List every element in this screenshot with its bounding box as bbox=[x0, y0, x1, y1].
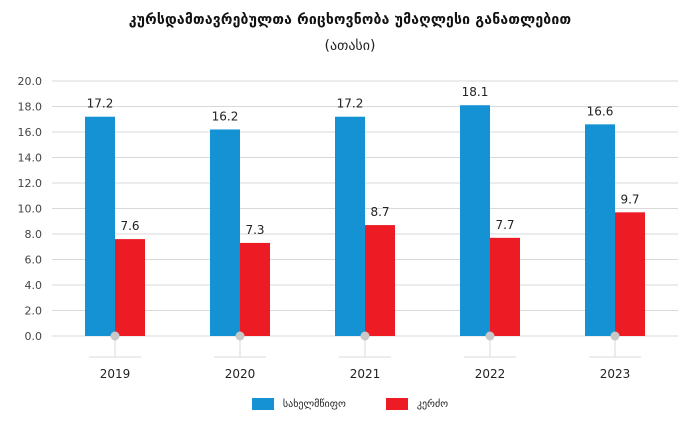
y-tick-label: 8.0 bbox=[25, 228, 43, 241]
data-label: 17.2 bbox=[87, 97, 114, 111]
legend: სახელმწიფო კერძო bbox=[0, 398, 700, 410]
legend-label-series-1: სახელმწიფო bbox=[282, 398, 346, 410]
bar-series-2 bbox=[115, 239, 145, 336]
y-tick-label: 12.0 bbox=[18, 177, 43, 190]
legend-label-series-2: კერძო bbox=[416, 398, 449, 410]
y-tick-label: 20.0 bbox=[18, 75, 43, 88]
legend-swatch-series-2 bbox=[385, 398, 408, 410]
y-tick-label: 2.0 bbox=[25, 305, 43, 318]
y-tick-label: 10.0 bbox=[18, 203, 43, 216]
chart-subtitle: (ათასი) bbox=[324, 38, 376, 54]
x-axis-marker bbox=[235, 331, 245, 341]
x-axis-marker bbox=[485, 331, 495, 341]
x-tick-label: 2022 bbox=[475, 367, 506, 381]
data-label: 16.2 bbox=[212, 109, 239, 123]
x-axis-ticks: 2019 2020 2021 2022 2023 bbox=[89, 331, 641, 381]
y-tick-label: 6.0 bbox=[25, 254, 43, 267]
bar-series-1 bbox=[460, 105, 490, 336]
bar-series-2 bbox=[240, 242, 270, 336]
y-axis-ticks: 0.0 2.0 4.0 6.0 8.0 10.0 12.0 14.0 16.0 18.0 20.0 bbox=[18, 75, 43, 343]
x-axis-marker bbox=[110, 331, 120, 341]
bar-series-1 bbox=[85, 116, 115, 336]
data-label: 7.7 bbox=[495, 218, 514, 232]
data-label: 7.6 bbox=[120, 219, 139, 233]
data-label: 8.7 bbox=[370, 205, 389, 219]
bar-series-2 bbox=[615, 212, 645, 336]
bar-series-2 bbox=[365, 225, 395, 336]
y-tick-label: 16.0 bbox=[18, 126, 43, 139]
bar-series-1 bbox=[210, 129, 240, 336]
chart-title: კურსდამთავრებულთა რიცხოვნობა უმაღლესი გა… bbox=[128, 12, 572, 28]
legend-item-series-2[interactable]: კერძო bbox=[385, 398, 449, 410]
data-label: 9.7 bbox=[620, 192, 639, 206]
x-tick-label: 2019 bbox=[100, 367, 131, 381]
bar-series-2 bbox=[490, 237, 520, 336]
data-label: 17.2 bbox=[337, 97, 364, 111]
y-tick-label: 4.0 bbox=[25, 279, 43, 292]
data-label: 18.1 bbox=[462, 85, 489, 99]
bars bbox=[85, 105, 645, 336]
x-tick-label: 2020 bbox=[225, 367, 256, 381]
gridlines bbox=[52, 80, 678, 337]
x-axis-marker bbox=[360, 331, 370, 341]
data-labels: 17.2 7.6 16.2 7.3 17.2 8.7 18.1 7.7 16.6 9.7 bbox=[87, 85, 640, 237]
x-axis-marker bbox=[610, 331, 620, 341]
data-label: 7.3 bbox=[245, 223, 264, 237]
legend-item-series-1[interactable]: სახელმწიფო bbox=[251, 398, 346, 410]
bar-series-1 bbox=[335, 116, 365, 336]
legend-swatch-series-1 bbox=[251, 398, 274, 410]
x-tick-label: 2023 bbox=[600, 367, 631, 381]
y-tick-label: 18.0 bbox=[18, 101, 43, 114]
bar-series-1 bbox=[585, 124, 615, 336]
x-tick-label: 2021 bbox=[350, 367, 381, 381]
y-tick-label: 14.0 bbox=[18, 152, 43, 165]
y-tick-label: 0.0 bbox=[25, 330, 43, 343]
data-label: 16.6 bbox=[587, 104, 614, 118]
